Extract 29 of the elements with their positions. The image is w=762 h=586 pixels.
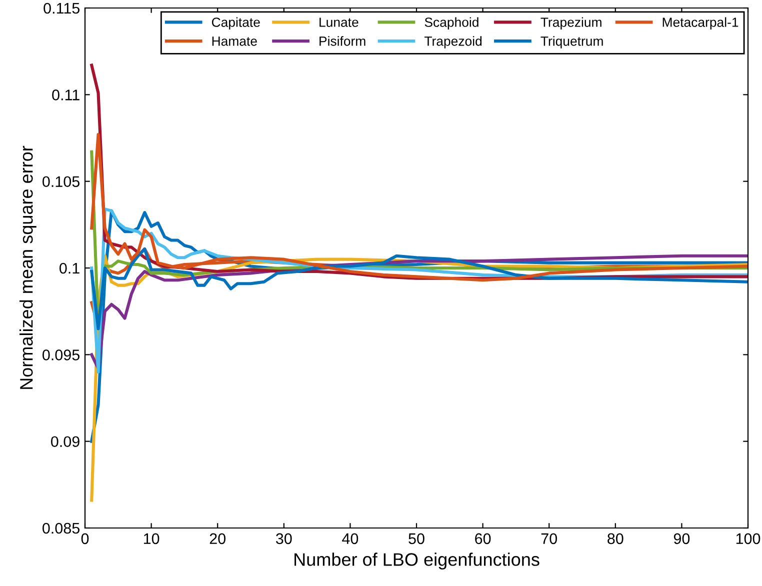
legend-label: Hamate [212,36,257,46]
x-tick-label: 40 [342,533,358,544]
legend-label: Trapezoid [424,36,482,48]
y-tick-label: 0.1 [60,262,80,274]
y-tick-label: 0.115 [44,2,80,14]
legend-label: Pisiform [320,36,366,46]
x-tick-label: 0 [81,533,89,544]
x-tick-label: 90 [674,533,690,544]
x-tick-label: 80 [608,533,624,544]
y-tick-label: 0.085 [42,522,80,534]
x-tick-label: 30 [276,533,292,544]
x-tick-label: 10 [144,533,160,544]
x-tick-label: 50 [408,533,424,544]
y-axis-title: Normalized mean square error [20,146,36,389]
legend-label: Lunate [320,18,358,27]
legend-label: Scaphoid [424,17,478,30]
y-tick-label: 0.09 [51,436,80,448]
y-tick-label: 0.105 [42,176,80,188]
x-tick-label: 100 [736,533,760,544]
legend-label: Capitate [212,17,260,30]
x-tick-label: 20 [210,533,226,544]
y-tick-label: 0.095 [42,350,80,360]
x-tick-label: 70 [541,533,557,544]
x-axis-title: Number of LBO eigenfunctions [294,552,540,570]
y-tick-label: 0.11 [52,90,80,100]
legend-label: Trapezium [540,17,602,30]
legend-label: Triquetrum [540,36,603,48]
legend-label: Metacarpal-1 [662,17,738,30]
x-tick-label: 60 [475,533,491,544]
